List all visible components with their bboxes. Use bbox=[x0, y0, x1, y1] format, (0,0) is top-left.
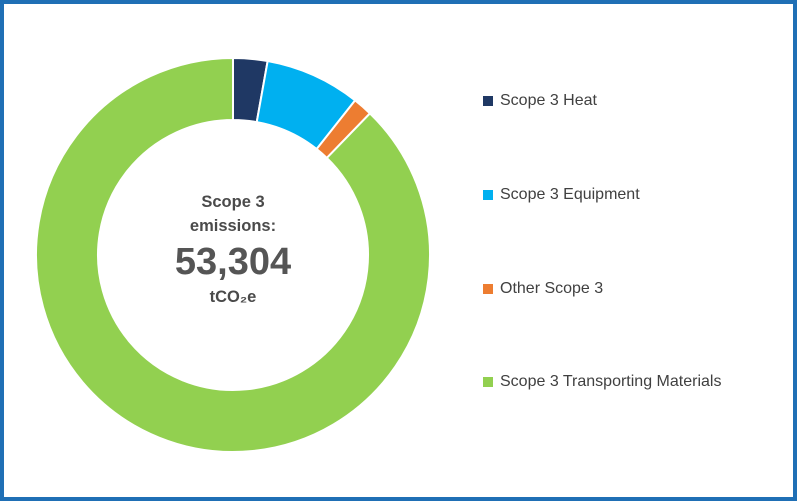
legend-item-equipment: Scope 3 Equipment bbox=[483, 186, 640, 204]
legend-item-transporting: Scope 3 Transporting Materials bbox=[483, 373, 721, 391]
legend-swatch-transporting bbox=[483, 377, 493, 387]
legend-swatch-heat bbox=[483, 96, 493, 106]
legend-label-other: Other Scope 3 bbox=[500, 280, 604, 297]
legend-item-heat: Scope 3 Heat bbox=[483, 92, 597, 110]
donut-slice-transporting bbox=[35, 56, 431, 453]
center-label-line1: Scope 3 bbox=[201, 193, 265, 211]
legend-swatch-other bbox=[483, 284, 493, 294]
legend-label-transporting: Scope 3 Transporting Materials bbox=[500, 373, 722, 390]
center-label-line2: emissions: bbox=[189, 217, 277, 235]
total-emissions-value: 53,304 bbox=[174, 241, 292, 283]
legend-item-other: Other Scope 3 bbox=[483, 280, 603, 298]
legend-label-heat: Scope 3 Heat bbox=[500, 92, 597, 109]
legend-swatch-equipment bbox=[483, 190, 493, 200]
donut-center-text: Scope 3 emissions: 53,304 tCO₂e bbox=[133, 190, 333, 308]
legend-label-equipment: Scope 3 Equipment bbox=[500, 186, 640, 203]
emissions-unit: tCO₂e bbox=[209, 288, 257, 306]
